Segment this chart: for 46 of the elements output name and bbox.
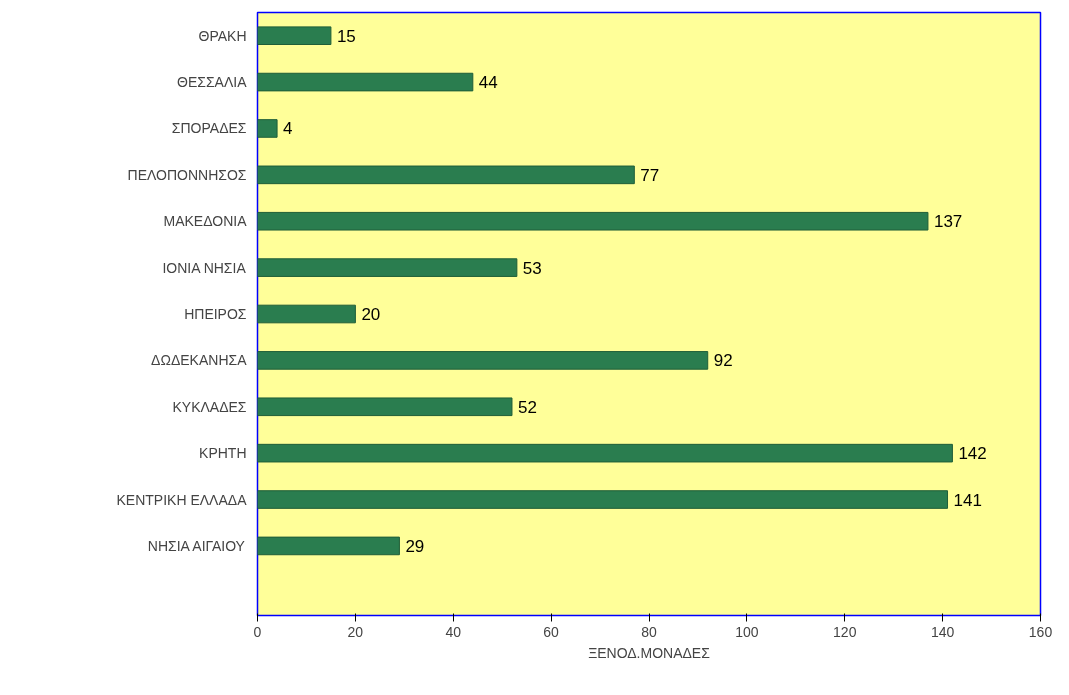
bar [257,304,356,324]
x-tick-label: 100 [735,623,759,640]
data-label: 20 [361,305,381,324]
bar [257,490,949,509]
data-label: 77 [640,165,660,185]
data-label: 15 [336,26,356,46]
x-tick-label: 60 [543,623,560,640]
bar [257,211,929,231]
x-tick-label: 140 [930,623,955,640]
data-label: 4 [283,119,293,139]
y-tick-label: ΠΕΛΟΠΟΝΝΗΣΟΣ [127,166,247,183]
bar [257,536,400,556]
y-tick-label: ΜΑΚΕΔΟΝΙΑ [163,213,248,230]
bar [257,258,518,277]
y-tick-label: ΙΟΝΙΑ ΝΗΣΙΑ [162,259,247,276]
x-tick-label: 20 [347,623,364,640]
data-label: 141 [953,490,982,510]
data-label: 53 [522,258,542,278]
y-tick-label: ΚΕΝΤΡΙΚΗ ΕΛΛΑΔΑ [116,491,248,508]
bar [257,119,278,138]
data-label: 137 [933,212,963,232]
y-tick-label: ΚΥΚΛΑΔΕΣ [172,398,247,415]
bar [257,443,953,463]
x-tick-label: 0 [253,623,262,640]
y-tick-label: ΣΠΟΡΑΔΕΣ [171,120,247,137]
data-label: 92 [713,351,733,371]
data-label: 29 [405,536,425,556]
y-tick-label: ΝΗΣΙΑ ΑΙΓΑΙΟΥ [147,537,246,554]
y-tick-label: ΘΡΑΚΗ [198,27,247,44]
x-axis-title: ΞΕΝΟΔ.ΜΟΝΑΔΕΣ [588,644,711,661]
x-tick-label: 40 [445,623,462,640]
bar [257,397,513,417]
y-tick-label: ΘΕΣΣΑΛΙΑ [177,74,248,91]
bar [257,351,709,370]
x-tick-label: 120 [833,623,857,640]
data-label: 44 [478,73,498,93]
y-tick-label: ΗΠΕΙΡΟΣ [184,306,247,322]
bar [257,72,474,92]
bar [257,26,332,46]
x-tick-label: 80 [641,623,657,640]
y-tick-label: ΔΩΔΕΚΑΝΗΣΑ [151,352,248,369]
data-label: 52 [517,397,537,417]
y-tick-label: ΚΡΗΤΗ [199,445,247,462]
bar [257,165,635,185]
data-label: 142 [958,444,987,464]
x-tick-label: 160 [1028,623,1053,640]
